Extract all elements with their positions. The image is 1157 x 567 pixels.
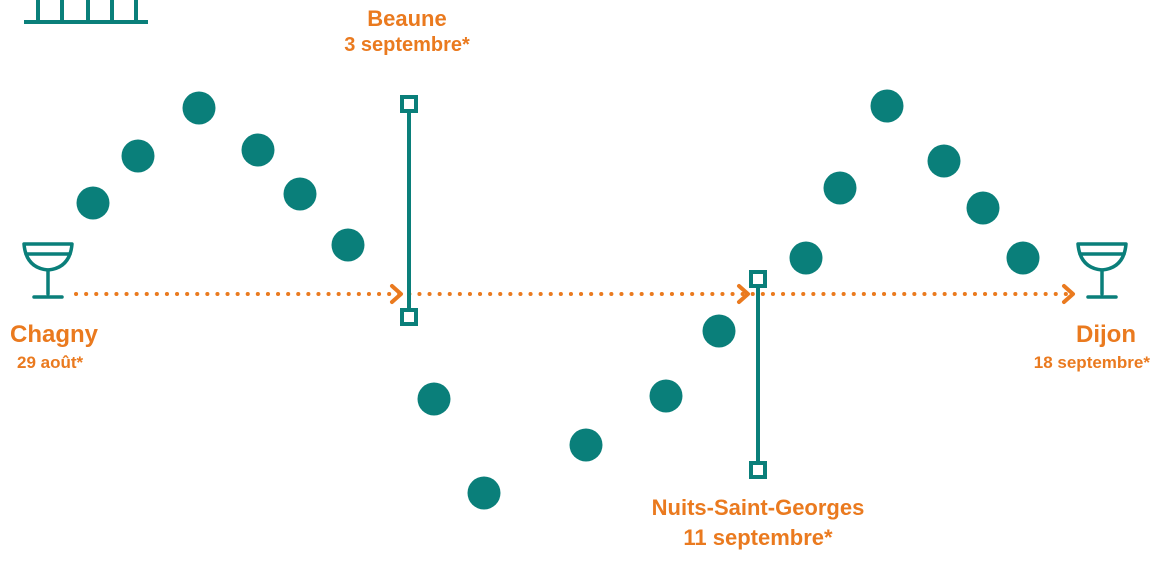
- stop-marker-nuits: [749, 270, 767, 479]
- city-name: Dijon: [1076, 321, 1136, 348]
- arrow-icon: [737, 284, 750, 304]
- wave-dot: [417, 382, 451, 416]
- wave-dot: [823, 171, 857, 205]
- stop-label-nuits: Nuits-Saint-Georges 11 septembre*: [652, 495, 865, 551]
- wave-dot: [467, 476, 501, 510]
- city-name: Beaune: [367, 6, 447, 31]
- coupe-glass-icon: [22, 242, 74, 299]
- building-icon: [24, 0, 148, 24]
- city-date: 11 septembre*: [683, 525, 833, 550]
- wave-dot: [649, 379, 683, 413]
- wave-dot: [241, 133, 275, 167]
- wave-dot: [182, 91, 216, 125]
- end-label-dijon: Dijon 18 septembre*: [1034, 321, 1150, 373]
- arrow-icon: [1062, 284, 1075, 304]
- wave-dot: [927, 144, 961, 178]
- wave-dot: [76, 186, 110, 220]
- stop-label-beaune: Beaune 3 septembre*: [344, 6, 470, 57]
- wave-dot: [789, 241, 823, 275]
- stop-marker-beaune: [400, 95, 418, 326]
- coupe-glass-icon: [1076, 242, 1128, 299]
- city-date: 3 septembre*: [344, 34, 470, 56]
- wave-dot: [121, 139, 155, 173]
- wave-dot: [331, 228, 365, 262]
- wave-dots: [76, 89, 1040, 510]
- city-name: Nuits-Saint-Georges: [651, 495, 865, 520]
- wave-dot: [870, 89, 904, 123]
- wave-dot: [569, 428, 603, 462]
- wave-dot: [702, 314, 736, 348]
- city-date: 29 août*: [17, 353, 84, 372]
- wave-dot: [966, 191, 1000, 225]
- city-date: 18 septembre*: [1033, 353, 1150, 372]
- wave-dot: [283, 177, 317, 211]
- route-line: [74, 284, 1076, 304]
- arrow-icon: [390, 284, 403, 304]
- city-name: Chagny: [10, 321, 99, 348]
- wave-dot: [1006, 241, 1040, 275]
- start-label-chagny: Chagny 29 août*: [10, 321, 98, 373]
